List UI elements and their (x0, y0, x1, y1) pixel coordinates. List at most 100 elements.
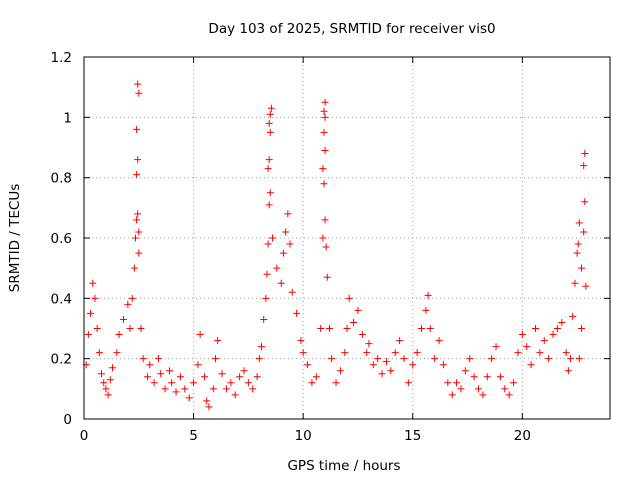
data-point (282, 228, 290, 236)
data-point (382, 358, 390, 366)
data-point (365, 340, 373, 348)
data-point (255, 355, 263, 363)
data-point (161, 385, 169, 393)
data-point (277, 279, 285, 287)
data-point (265, 156, 273, 164)
data-point (253, 373, 261, 381)
y-tick-label: 0.6 (51, 231, 72, 247)
x-tick-label: 5 (189, 428, 198, 444)
data-point (176, 373, 184, 381)
data-point (87, 309, 95, 317)
axis-ticks: 0 5 10 15 20 0 0.2 0.4 0.6 0.8 1 1.2 (51, 50, 610, 444)
data-point (569, 312, 577, 320)
data-point (98, 370, 106, 378)
y-tick-label: 0.2 (51, 352, 72, 368)
data-point (126, 325, 134, 332)
data-point (194, 361, 202, 369)
data-point (196, 331, 204, 339)
data-point (304, 361, 312, 369)
data-point (461, 367, 469, 375)
data-point (155, 355, 163, 363)
data-point (279, 249, 287, 257)
data-point (89, 279, 97, 287)
data-point (483, 373, 491, 381)
data-point (262, 294, 270, 302)
data-point (571, 279, 579, 287)
data-point (165, 367, 173, 375)
data-point (581, 150, 589, 158)
data-point (580, 228, 588, 236)
x-tick-label: 0 (80, 428, 89, 444)
data-point (93, 325, 101, 332)
data-point (263, 270, 271, 278)
data-point (124, 300, 132, 308)
data-point (222, 385, 230, 393)
data-point (580, 162, 588, 170)
data-point (369, 361, 377, 369)
data-point (249, 385, 257, 393)
data-point (321, 147, 329, 155)
x-tick-label: 10 (295, 428, 312, 444)
data-point (172, 388, 180, 396)
data-point (581, 198, 589, 206)
data-point (265, 201, 273, 209)
data-point (157, 370, 165, 378)
data-point (439, 361, 447, 369)
data-point (266, 189, 274, 197)
data-point (400, 355, 408, 363)
data-point (531, 325, 539, 332)
data-point (203, 397, 211, 405)
data-point (343, 325, 351, 332)
data-point (319, 165, 327, 173)
data-point (505, 391, 513, 399)
data-point (133, 216, 141, 224)
data-point (422, 306, 430, 314)
data-point (501, 385, 509, 393)
data-point (134, 80, 142, 88)
data-point (363, 349, 371, 357)
data-point (492, 343, 500, 351)
data-point (133, 125, 141, 133)
data-point (185, 394, 193, 402)
data-point (130, 264, 138, 272)
data-point (181, 385, 189, 393)
data-point (545, 355, 553, 363)
data-point (431, 355, 439, 363)
data-point (321, 113, 329, 121)
x-axis-label: GPS time / hours (287, 458, 400, 474)
grid-lines (84, 57, 610, 419)
data-point (336, 367, 344, 375)
data-point (150, 379, 158, 387)
data-point (457, 385, 465, 393)
data-point (325, 325, 333, 332)
data-point (265, 119, 273, 127)
data-point (523, 343, 531, 351)
data-point (582, 282, 590, 290)
y-tick-label: 1 (63, 110, 72, 126)
data-point (190, 379, 198, 387)
data-point (266, 110, 274, 118)
data-point (104, 391, 112, 399)
data-point (244, 379, 252, 387)
data-point (562, 349, 570, 357)
data-point (119, 315, 127, 323)
data-point (168, 379, 176, 387)
data-point (227, 379, 235, 387)
data-point (273, 264, 281, 272)
data-point (332, 379, 340, 387)
data-point (128, 294, 136, 302)
data-point (435, 337, 443, 345)
data-point (575, 219, 583, 227)
data-point (139, 355, 147, 363)
data-point (102, 385, 110, 393)
data-point (574, 240, 582, 248)
data-point (95, 349, 103, 357)
x-tick-label: 15 (404, 428, 421, 444)
data-point (236, 373, 244, 381)
data-point (115, 331, 123, 339)
data-point (475, 385, 482, 393)
chart-title: Day 103 of 2025, SRMTID for receiver vis… (208, 21, 495, 37)
data-point (341, 349, 349, 357)
